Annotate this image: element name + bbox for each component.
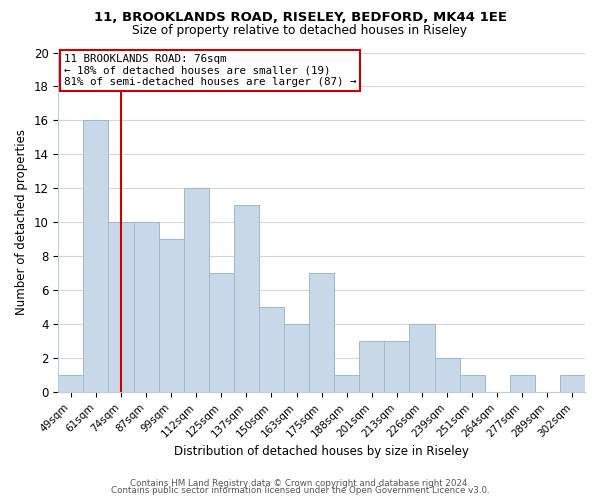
Bar [284,324,309,392]
Text: 11 BROOKLANDS ROAD: 76sqm
← 18% of detached houses are smaller (19)
81% of semi-: 11 BROOKLANDS ROAD: 76sqm ← 18% of detac… [64,54,356,88]
Bar [109,222,134,392]
Bar [560,376,585,392]
Bar [434,358,460,392]
Bar [334,376,359,392]
Text: 11, BROOKLANDS ROAD, RISELEY, BEDFORD, MK44 1EE: 11, BROOKLANDS ROAD, RISELEY, BEDFORD, M… [94,11,506,24]
Text: Size of property relative to detached houses in Riseley: Size of property relative to detached ho… [133,24,467,37]
X-axis label: Distribution of detached houses by size in Riseley: Distribution of detached houses by size … [174,444,469,458]
Bar [83,120,109,392]
Bar [409,324,434,392]
Bar [510,376,535,392]
Y-axis label: Number of detached properties: Number of detached properties [15,130,28,316]
Bar [134,222,158,392]
Bar [184,188,209,392]
Bar [58,376,83,392]
Bar [234,206,259,392]
Bar [158,240,184,392]
Bar [359,342,385,392]
Bar [385,342,409,392]
Text: Contains public sector information licensed under the Open Government Licence v3: Contains public sector information licen… [110,486,490,495]
Bar [259,308,284,392]
Bar [309,274,334,392]
Bar [460,376,485,392]
Text: Contains HM Land Registry data © Crown copyright and database right 2024.: Contains HM Land Registry data © Crown c… [130,478,470,488]
Bar [209,274,234,392]
